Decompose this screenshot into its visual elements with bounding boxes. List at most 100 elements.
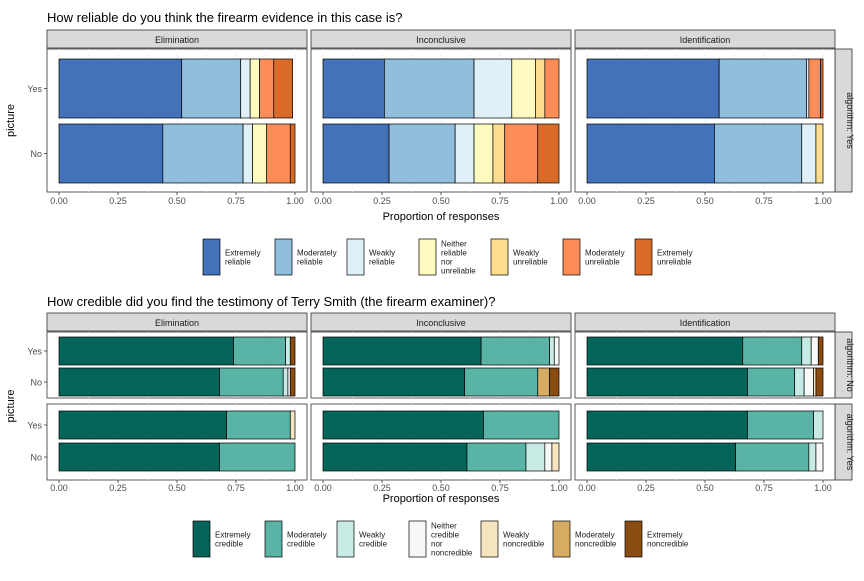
chart-title: How credible did you find the testimony … [47, 294, 495, 309]
legend-label: noncredible [575, 540, 617, 549]
bar-segment [289, 336, 296, 366]
bar-segment [473, 123, 494, 184]
legend-label: Weakly [513, 249, 539, 258]
chart-title: How reliable do you think the firearm ev… [47, 10, 403, 25]
legend-label: noncredible [503, 540, 545, 549]
legend-label: nor [441, 258, 453, 267]
bar-segment [480, 336, 550, 366]
x-tick-label: 0.75 [491, 483, 509, 493]
bar-segment [162, 123, 244, 184]
bar-segment [58, 442, 220, 472]
bar-segment [181, 58, 242, 119]
bar-segment [282, 367, 289, 397]
x-tick-label: 0.75 [227, 196, 245, 206]
bar-segment [322, 410, 484, 440]
x-axis-label: Proportion of responses [383, 211, 500, 223]
bar-segment [226, 410, 291, 440]
legend-key [336, 520, 355, 558]
x-tick-label: 0.00 [50, 196, 68, 206]
facet-row-label: algorithm: Yes [845, 92, 855, 149]
x-tick-label: 0.75 [755, 196, 773, 206]
legend-label: Neither [431, 522, 457, 531]
legend-label: Extremely [215, 531, 251, 540]
legend-key [624, 520, 643, 558]
bar-segment [586, 442, 737, 472]
bar-segment [58, 367, 220, 397]
bar-segment [801, 336, 812, 366]
bar-segment [492, 123, 506, 184]
bar-segment [473, 58, 513, 119]
x-tick-label: 1.00 [814, 196, 832, 206]
legend-label: Weakly [369, 249, 395, 258]
bar-segment [58, 58, 183, 119]
bar-segment [322, 367, 465, 397]
y-tick-label: Yes [27, 347, 42, 357]
y-tick-label: Yes [27, 421, 42, 431]
legend-key [562, 238, 581, 276]
legend-key [346, 238, 365, 276]
bar-segment [747, 410, 814, 440]
legend-label: Extremely [225, 249, 261, 258]
legend-label: Moderately [575, 531, 615, 540]
legend-label: unreliable [441, 267, 476, 276]
y-tick-label: Yes [27, 84, 42, 94]
legend-label: reliable [369, 258, 395, 267]
bar-segment [815, 123, 824, 184]
bar-segment [289, 367, 296, 397]
legend-label: credible [431, 531, 460, 540]
facet-strip-label: Elimination [155, 35, 199, 45]
y-tick-label: No [30, 378, 42, 388]
bar-segment [586, 336, 744, 366]
bar-segment [466, 442, 527, 472]
bar-segment [219, 367, 284, 397]
legend-key [480, 520, 499, 558]
bar-segment [742, 336, 803, 366]
bar-segment [549, 367, 560, 397]
bar-segment [806, 58, 810, 119]
bar-segment [384, 58, 475, 119]
bar-segment [817, 336, 824, 366]
y-axis-label: picture [5, 104, 17, 137]
bar-segment [803, 367, 814, 397]
bar-segment [537, 367, 550, 397]
x-tick-label: 0.50 [696, 196, 714, 206]
bar-segment [813, 367, 817, 397]
x-tick-label: 1.00 [550, 483, 568, 493]
x-tick-label: 0.50 [696, 483, 714, 493]
legend-label: reliable [225, 258, 251, 267]
bar-segment [289, 410, 296, 440]
bar-segment [483, 410, 560, 440]
facet-strip [310, 312, 572, 332]
bar-segment [322, 123, 390, 184]
x-tick-label: 0.25 [373, 196, 391, 206]
facet-strip [574, 29, 836, 49]
x-tick-label: 0.25 [109, 483, 127, 493]
bar-segment [233, 336, 286, 366]
x-tick-label: 0.50 [432, 483, 450, 493]
x-tick-label: 0.25 [373, 483, 391, 493]
bar-segment [285, 336, 291, 366]
facet-row-label: algorithm: No [845, 338, 855, 392]
bar-segment [454, 123, 475, 184]
x-tick-label: 1.00 [814, 483, 832, 493]
legend-label: Moderately [585, 249, 625, 258]
y-tick-label: No [30, 453, 42, 463]
bar-segment [266, 123, 291, 184]
legend-label: Weakly [359, 531, 385, 540]
bar-segment [808, 58, 821, 119]
facet-strip-label: Identification [680, 318, 731, 328]
bar-segment [273, 58, 293, 119]
bar-segment [815, 367, 824, 397]
facet-row-label: algorithm: Yes [845, 414, 855, 471]
x-tick-label: 0.50 [168, 196, 186, 206]
facet-strip-label: Inconclusive [416, 318, 466, 328]
bar-segment [535, 58, 546, 119]
x-tick-label: 0.25 [637, 483, 655, 493]
bar-segment [322, 336, 482, 366]
legend-label: Neither [441, 240, 467, 249]
bar-segment [586, 123, 715, 184]
legend-key [490, 238, 509, 276]
legend-label: reliable [297, 258, 323, 267]
bar-segment [544, 58, 560, 119]
